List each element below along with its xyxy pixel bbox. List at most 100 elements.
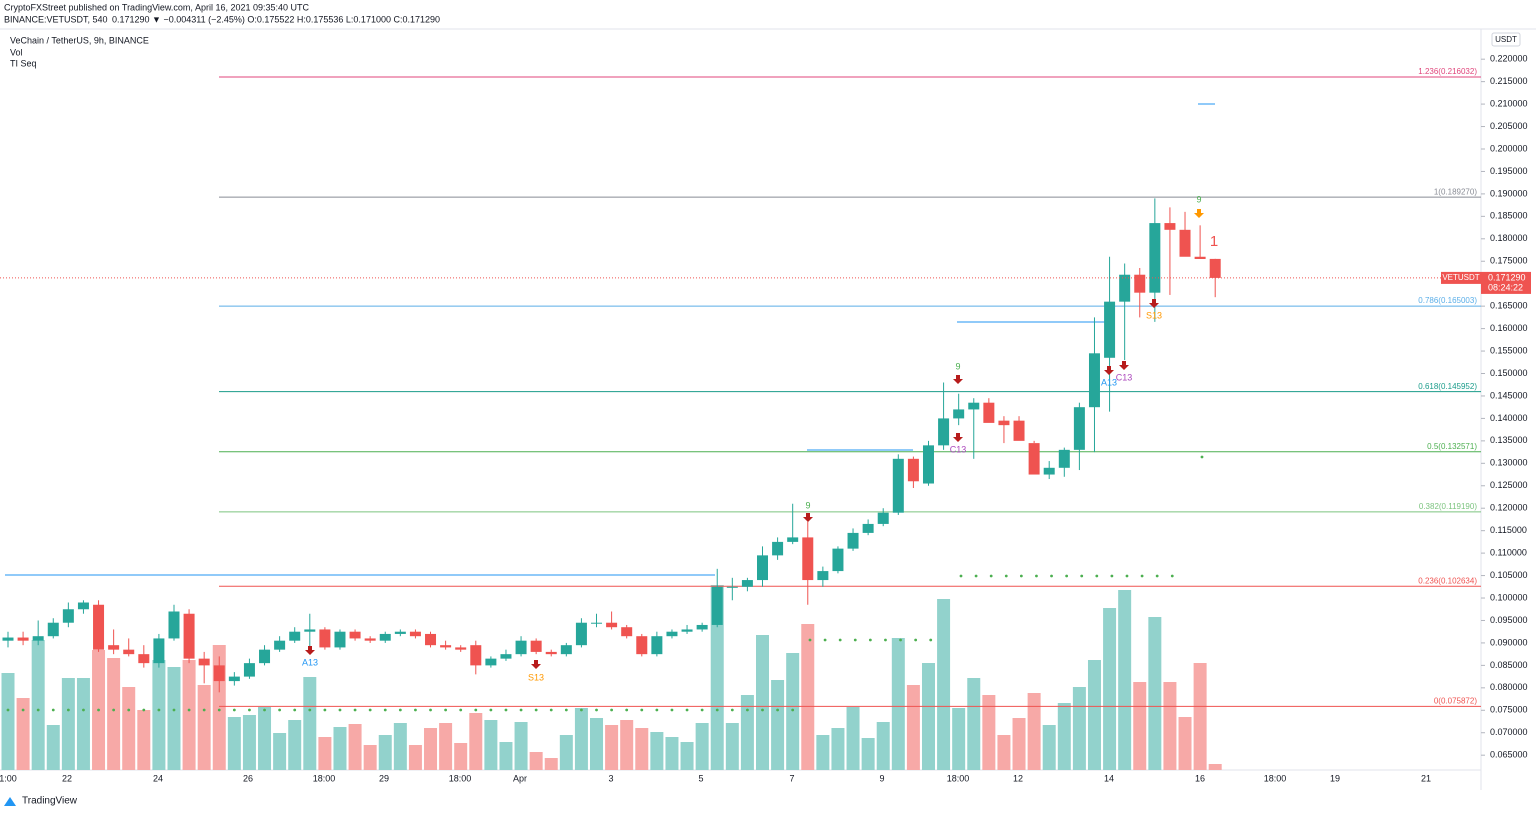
candle-body xyxy=(168,611,180,639)
volume-bar xyxy=(846,707,860,770)
y-tick-label: 0.090000 xyxy=(1490,637,1528,647)
volume-bar xyxy=(1087,660,1101,770)
volume-bar xyxy=(303,677,317,770)
td-dot xyxy=(853,638,857,642)
volume-bar xyxy=(997,735,1011,770)
volume-bar xyxy=(318,737,332,770)
td-dot xyxy=(1050,574,1053,578)
candle-body xyxy=(591,622,603,624)
volume-bar xyxy=(891,638,905,770)
candle-body xyxy=(938,418,950,446)
volume-bar xyxy=(952,708,966,770)
volume-bar xyxy=(771,680,785,770)
candle-body xyxy=(575,622,587,646)
y-tick-label: 0.120000 xyxy=(1490,503,1528,513)
volume-bar xyxy=(514,722,528,770)
volume-bar xyxy=(107,658,121,770)
td-dot xyxy=(899,638,902,642)
volume-bar xyxy=(906,685,920,770)
volume-bar xyxy=(1193,663,1207,770)
volume-bar xyxy=(695,723,709,770)
td-dot xyxy=(489,708,493,712)
td-dot xyxy=(610,708,613,712)
candle-body xyxy=(470,645,482,666)
volume-bar xyxy=(258,707,272,770)
volume-bar xyxy=(650,732,664,770)
td-dot xyxy=(1200,455,1204,459)
volume-bar xyxy=(937,599,951,770)
volume-bar xyxy=(378,735,392,770)
x-tick-label: 29 xyxy=(379,773,389,783)
price-tag-countdown: 08:24:22 xyxy=(1488,282,1523,292)
candle-body xyxy=(409,631,421,637)
td-dot xyxy=(534,708,538,712)
fib-label: 0(0.075872) xyxy=(1434,696,1477,705)
volume-bar xyxy=(740,695,754,770)
volume-bar xyxy=(1133,682,1147,770)
td-dot xyxy=(1019,574,1023,578)
volume-bar xyxy=(1072,687,1086,770)
volume-bar xyxy=(31,640,45,770)
candle-body xyxy=(636,636,648,655)
candle-body xyxy=(32,636,44,641)
volume-bar xyxy=(921,663,935,770)
y-tick-label: 0.205000 xyxy=(1490,121,1528,131)
volume-bar xyxy=(574,708,588,770)
fib-label: 0.786(0.165003) xyxy=(1418,296,1477,305)
x-tick-label: Apr xyxy=(513,773,527,783)
volume-bar xyxy=(137,710,151,770)
candle-body xyxy=(968,402,980,410)
y-tick-label: 0.075000 xyxy=(1490,705,1528,715)
td-dot xyxy=(414,708,417,712)
unit-box[interactable] xyxy=(1491,32,1521,47)
td-arrow xyxy=(1104,366,1114,375)
td-dot xyxy=(791,708,795,712)
td-label: C13 xyxy=(950,444,967,454)
y-tick-label: 0.065000 xyxy=(1490,750,1528,760)
candle-body xyxy=(153,638,165,664)
candle-body xyxy=(62,609,74,623)
y-tick-label: 0.095000 xyxy=(1490,615,1528,625)
volume-bar xyxy=(16,698,30,770)
candle-body xyxy=(651,636,663,655)
td-dot xyxy=(142,708,146,712)
volume-bar xyxy=(635,728,649,770)
candle-body xyxy=(334,631,346,648)
candle-body xyxy=(1073,407,1085,450)
td-dot xyxy=(974,574,978,578)
volume-bar xyxy=(1103,608,1117,770)
td-dot xyxy=(444,708,448,712)
td-dot xyxy=(580,708,583,712)
candle-body xyxy=(123,649,135,655)
y-tick-label: 0.110000 xyxy=(1490,547,1527,557)
candle-body xyxy=(711,586,723,625)
td-dot xyxy=(112,708,116,712)
candle-body xyxy=(1088,353,1100,408)
volume-bar xyxy=(1012,718,1026,770)
volume-bar xyxy=(46,725,60,770)
price-tag-symbol xyxy=(1441,271,1481,284)
td-dot xyxy=(549,708,553,712)
x-tick-label: 22 xyxy=(62,773,72,783)
candle-body xyxy=(47,622,59,637)
volume-bar xyxy=(967,678,981,770)
td-dot xyxy=(1095,574,1099,578)
volume-bar xyxy=(710,585,724,770)
fib-label: 0.382(0.119190) xyxy=(1419,502,1477,511)
candle-body xyxy=(983,402,995,423)
logo xyxy=(4,797,16,806)
volume-bar xyxy=(363,745,377,770)
x-tick-label: 7 xyxy=(789,773,794,783)
y-tick-label: 0.070000 xyxy=(1490,727,1528,737)
x-tick-label: 18:00 xyxy=(1264,773,1287,783)
price-tag-symbol-text: VETUSDT xyxy=(1442,273,1479,282)
td-dot xyxy=(519,708,523,712)
x-tick-label: 12 xyxy=(1013,773,1023,783)
y-tick-label: 0.175000 xyxy=(1490,256,1528,266)
candle-body xyxy=(1164,223,1176,230)
candle-body xyxy=(198,658,210,666)
candle-body xyxy=(832,548,844,572)
volume-bar xyxy=(529,752,543,770)
td-dot xyxy=(640,708,644,712)
y-tick-label: 0.125000 xyxy=(1490,480,1528,490)
